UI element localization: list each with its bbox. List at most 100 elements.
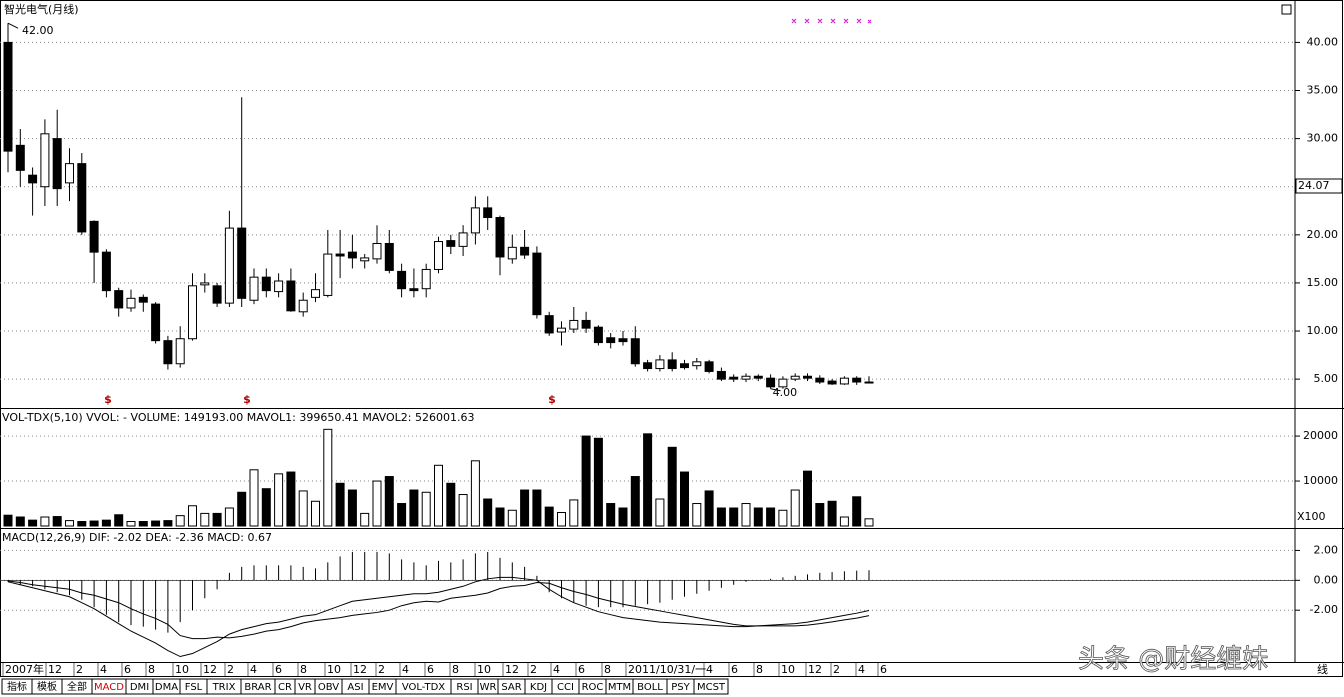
indicator-tab[interactable]: PSY [666, 678, 695, 695]
volume-bar [3, 514, 13, 527]
candle-body [138, 296, 148, 303]
indicator-tab[interactable]: DMI [125, 678, 154, 695]
indicator-tab[interactable]: BRAR [240, 678, 276, 695]
macd-header: MACD(12,26,9) DIF: -2.02 DEA: -2.36 MACD… [2, 531, 272, 544]
volume-bar [261, 488, 271, 527]
tab-label: 指标 [7, 680, 27, 693]
x-tick-label: 10 [175, 663, 189, 676]
volume-bar [569, 499, 579, 527]
candle-body [421, 268, 431, 290]
x-tick-label: 4 [858, 663, 865, 676]
volume-bar [52, 516, 62, 527]
volume-bar [323, 428, 333, 527]
volume-bar [77, 521, 87, 527]
indicator-tab[interactable]: KDJ [524, 678, 553, 695]
volume-bar [114, 514, 124, 527]
x-tick-label: 2 [76, 663, 83, 676]
indicator-tab[interactable]: SAR [497, 678, 526, 695]
volume-bar [224, 507, 234, 527]
candle-body [827, 380, 837, 385]
candle-body [163, 340, 173, 365]
candle-body [766, 377, 776, 388]
candle-body [249, 276, 259, 301]
volume-bar [655, 498, 665, 527]
volume-bar [188, 505, 197, 527]
restore-icon[interactable] [1281, 4, 1292, 15]
indicator-tab[interactable]: CR [274, 678, 296, 695]
volume-bar [458, 494, 468, 527]
candle-body [3, 41, 13, 152]
indicator-tab[interactable]: TRIX [206, 678, 242, 695]
candle-body [618, 338, 628, 343]
x-tick-label: 10 [477, 663, 491, 676]
y-tick-label: 40.00 [1307, 35, 1339, 48]
indicator-tab[interactable]: WR [477, 678, 499, 695]
volume-bar [311, 500, 320, 527]
frame [0, 0, 1343, 677]
candle-body [101, 251, 111, 292]
candle-body [630, 338, 640, 365]
candle-body [52, 138, 62, 190]
candle-body [298, 299, 308, 313]
indicator-tab[interactable]: VR [294, 678, 316, 695]
candle-body [581, 319, 591, 329]
tab-label: EMV [372, 682, 394, 693]
volume-bar [298, 490, 308, 527]
volume-bar [15, 516, 25, 527]
candle-body [65, 163, 74, 184]
candle-body [360, 257, 370, 262]
y-tick-label: 35.00 [1307, 84, 1339, 97]
indicator-tab[interactable]: 模板 [31, 678, 63, 695]
volume-bar [138, 521, 148, 527]
indicator-tab[interactable]: BOLL [632, 678, 668, 695]
x-tick-label: 4 [250, 663, 257, 676]
volume-bar [507, 509, 517, 527]
indicator-tab[interactable]: ASI [341, 678, 370, 695]
indicator-tab[interactable]: DMA [152, 678, 181, 695]
chart-title: 智光电气(月线) [4, 2, 79, 16]
tab-label: WR [480, 682, 497, 693]
volume-bar [372, 480, 382, 527]
y-tick-label: 20000 [1303, 429, 1338, 442]
indicator-tab[interactable]: EMV [368, 678, 397, 695]
volume-bar [618, 507, 628, 527]
candle-body [188, 285, 197, 340]
macd-line [7, 576, 870, 658]
candle-body [175, 338, 185, 365]
volume-bar [397, 503, 407, 527]
candle-body [15, 144, 25, 171]
signal-dollar: $ [104, 393, 112, 406]
indicator-tab[interactable]: OBV [314, 678, 343, 695]
candle-body [753, 375, 763, 379]
x-tick-label: 6 [275, 663, 282, 676]
x-tick-label: 10 [327, 663, 341, 676]
y-tick-label: 15.00 [1307, 276, 1339, 289]
indicator-tab[interactable]: MCST [693, 678, 729, 695]
volume-bar [65, 520, 74, 527]
candle-body [89, 220, 99, 253]
x-tick-label: 12 [353, 663, 367, 676]
indicator-tab[interactable]: MTM [605, 678, 634, 695]
candle-body [40, 133, 50, 188]
volume-bar [557, 512, 566, 527]
indicator-tab[interactable]: VOL-TDX [395, 678, 452, 695]
candle-body [815, 377, 825, 383]
volume-bar [606, 503, 616, 527]
candle-body [372, 242, 382, 260]
candle-body [803, 375, 812, 379]
indicator-tab[interactable]: FSL [179, 678, 208, 695]
volume-bar [704, 490, 714, 527]
indicator-tab[interactable]: RSI [450, 678, 479, 695]
volume-bar [434, 464, 443, 527]
indicator-tab[interactable]: CCI [551, 678, 580, 695]
indicator-tab[interactable]: 全部 [61, 678, 93, 695]
tab-label: PSY [671, 682, 690, 693]
tab-label: DMA [155, 682, 178, 693]
x-tick-label: 8 [452, 663, 459, 676]
indicator-tab[interactable]: 指标 [1, 678, 33, 695]
indicator-tab[interactable]: MACD [91, 678, 127, 695]
tab-label: MTM [608, 682, 631, 693]
indicator-tab[interactable]: ROC [578, 678, 607, 695]
volume-bar [175, 515, 185, 527]
